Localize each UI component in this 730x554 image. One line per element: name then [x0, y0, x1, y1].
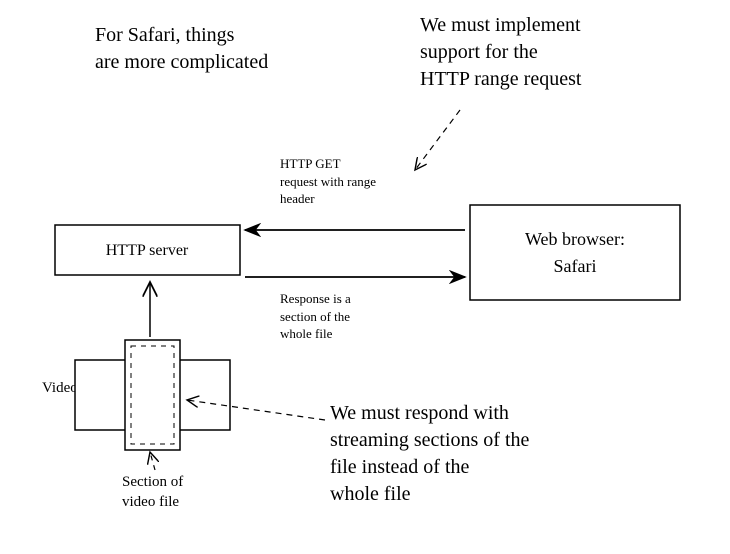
note-safari-complicated: For Safari, things are more complicated	[95, 22, 268, 76]
video-file-inner-dash	[131, 346, 174, 444]
box-web-browser	[470, 205, 680, 300]
box-http-server-label: HTTP server	[106, 242, 189, 259]
box-http-server	[55, 225, 240, 275]
label-video-file: Video file	[42, 378, 102, 398]
note-streaming-sections: We must respond with streaming sections …	[330, 400, 529, 508]
callout-http-range	[415, 110, 460, 170]
callout-section	[150, 452, 155, 470]
callout-streaming	[187, 400, 325, 420]
label-request: HTTP GET request with range header	[280, 155, 376, 208]
label-response: Response is a section of the whole file	[280, 290, 351, 343]
box-web-browser-label-l1: Web browser:	[525, 229, 625, 249]
note-http-range-support: We must implement support for the HTTP r…	[420, 12, 581, 93]
label-section-of-video: Section of video file	[122, 472, 183, 513]
box-web-browser-label-l2: Safari	[554, 256, 597, 276]
video-file-inner	[125, 340, 180, 450]
diagram-stage: For Safari, things are more complicated …	[0, 0, 730, 554]
